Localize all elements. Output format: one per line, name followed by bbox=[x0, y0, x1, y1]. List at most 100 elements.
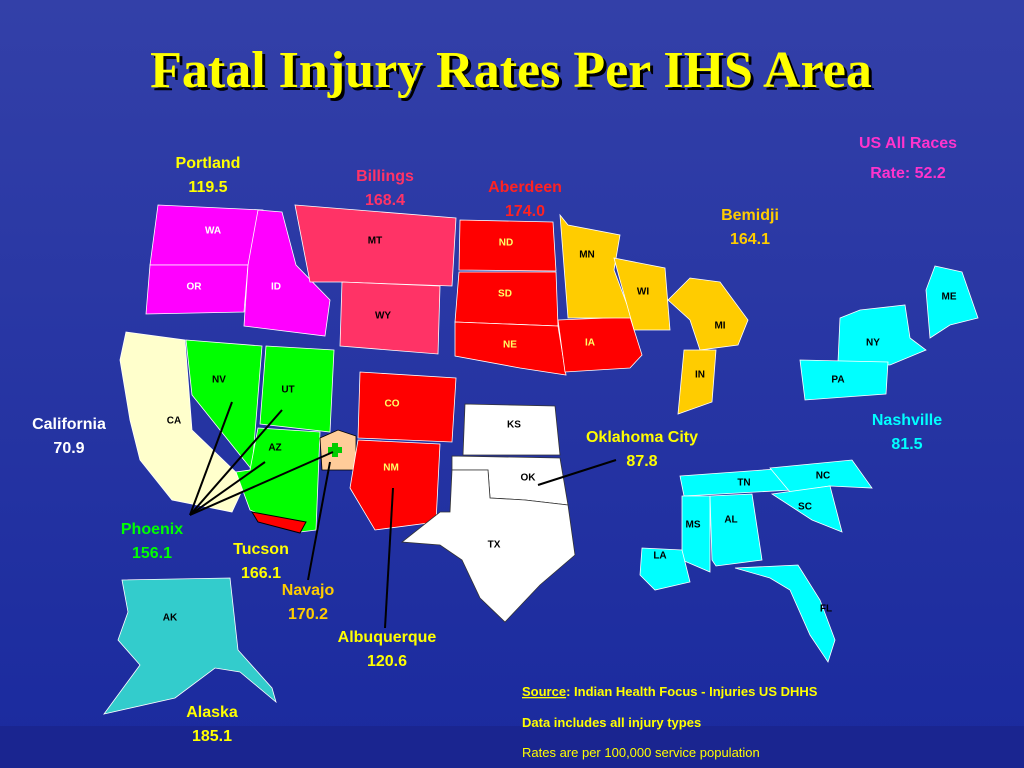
state bbox=[734, 564, 836, 663]
area-rate: 170.2 bbox=[288, 606, 328, 623]
note: Rates are per 100,000 service population bbox=[522, 745, 760, 760]
state-label: SC bbox=[798, 502, 812, 513]
state-label: OR bbox=[187, 282, 203, 293]
area-rate: 174.0 bbox=[505, 203, 545, 220]
source-text: : Indian Health Focus - Injuries US DHHS bbox=[566, 684, 818, 699]
state-label: OK bbox=[521, 473, 537, 484]
source-label: Source bbox=[522, 684, 566, 699]
state-label: FL bbox=[820, 604, 832, 615]
leader-line bbox=[189, 409, 283, 516]
area-name: California bbox=[32, 416, 106, 433]
title: Fatal Injury Rates Per IHS Area bbox=[150, 42, 872, 99]
state-label: ND bbox=[499, 238, 513, 249]
title-shadow: Fatal Injury Rates Per IHS Area bbox=[153, 45, 875, 102]
state bbox=[185, 339, 263, 472]
state bbox=[557, 316, 643, 373]
us-rate: Rate: 52.2 bbox=[870, 165, 946, 182]
state-label: NE bbox=[503, 340, 517, 351]
area-labels: Portland 119.5 Billings 168.4 Aberdeen 1… bbox=[32, 155, 942, 745]
state bbox=[357, 371, 457, 443]
state-label: TX bbox=[488, 540, 501, 551]
area-rate: 87.8 bbox=[626, 453, 657, 470]
area-rate: 156.1 bbox=[132, 545, 172, 562]
state bbox=[799, 359, 889, 401]
area-name: Billings bbox=[356, 168, 414, 185]
state bbox=[103, 577, 277, 715]
state-label: KS bbox=[507, 420, 521, 431]
state bbox=[454, 321, 567, 376]
state bbox=[145, 264, 249, 315]
state bbox=[667, 277, 749, 351]
state bbox=[681, 495, 711, 573]
state-label: WI bbox=[637, 287, 649, 298]
area-rate: 119.5 bbox=[188, 179, 227, 196]
state bbox=[925, 265, 979, 339]
leader-line bbox=[384, 487, 394, 629]
area-rate: 166.1 bbox=[241, 565, 281, 582]
state bbox=[400, 469, 576, 623]
state bbox=[243, 209, 331, 337]
navajo-mark bbox=[328, 447, 342, 453]
leader-line bbox=[307, 461, 331, 581]
state bbox=[259, 345, 335, 433]
state bbox=[462, 403, 561, 456]
state-label: WY bbox=[375, 311, 391, 322]
area-rate: 185.1 bbox=[192, 728, 232, 745]
state-label: NC bbox=[816, 471, 830, 482]
state-label: IA bbox=[585, 338, 595, 349]
area-rate: 81.5 bbox=[891, 436, 922, 453]
state-label: PA bbox=[831, 375, 844, 386]
state bbox=[349, 439, 441, 531]
state bbox=[613, 257, 671, 331]
tucson-region bbox=[251, 511, 307, 534]
state-label: NV bbox=[212, 375, 226, 386]
leader-line bbox=[537, 459, 617, 486]
state-label: AL bbox=[724, 515, 737, 526]
state-label: CO bbox=[385, 399, 400, 410]
leader-line bbox=[189, 401, 233, 516]
us-label: US All Races bbox=[859, 135, 957, 152]
state bbox=[639, 547, 691, 591]
state-label: ID bbox=[271, 282, 281, 293]
footer-band bbox=[0, 726, 1024, 768]
area-rate: 168.4 bbox=[365, 192, 405, 209]
area-name: Phoenix bbox=[121, 521, 183, 538]
state bbox=[770, 485, 843, 533]
area-name: Tucson bbox=[233, 541, 289, 558]
state-label: LA bbox=[653, 551, 666, 562]
area-name: Nashville bbox=[872, 412, 942, 429]
note: Data includes all injury types bbox=[522, 715, 701, 730]
area-name: Portland bbox=[176, 155, 241, 172]
state-label: NY bbox=[866, 338, 880, 349]
area-rate: 70.9 bbox=[53, 440, 84, 457]
state-label: MS bbox=[686, 520, 701, 531]
source-line: Source: Indian Health Focus - Injuries U… bbox=[522, 684, 818, 699]
state bbox=[709, 493, 763, 567]
state-label: MT bbox=[368, 236, 382, 247]
area-name: Aberdeen bbox=[488, 179, 562, 196]
state-label: TN bbox=[737, 478, 750, 489]
area-name: Oklahoma City bbox=[586, 429, 698, 446]
state bbox=[769, 459, 873, 493]
area-name: Bemidji bbox=[721, 207, 779, 224]
area-rate: 120.6 bbox=[367, 653, 407, 670]
state bbox=[677, 349, 717, 415]
state-label: UT bbox=[281, 385, 294, 396]
state-label: AZ bbox=[268, 443, 281, 454]
state-label: ME bbox=[942, 292, 957, 303]
state-label: MI bbox=[714, 321, 725, 332]
state bbox=[458, 219, 557, 272]
leader-line bbox=[189, 451, 334, 516]
area-name: Navajo bbox=[282, 582, 335, 599]
area-name: Alaska bbox=[186, 704, 238, 721]
state-label: AK bbox=[163, 613, 178, 624]
state bbox=[339, 281, 441, 355]
leader-line bbox=[189, 461, 266, 516]
state-label: NM bbox=[383, 463, 399, 474]
state bbox=[559, 213, 633, 319]
area-rate: 164.1 bbox=[730, 231, 770, 248]
state-label: WA bbox=[205, 226, 221, 237]
state-label: SD bbox=[498, 289, 512, 300]
